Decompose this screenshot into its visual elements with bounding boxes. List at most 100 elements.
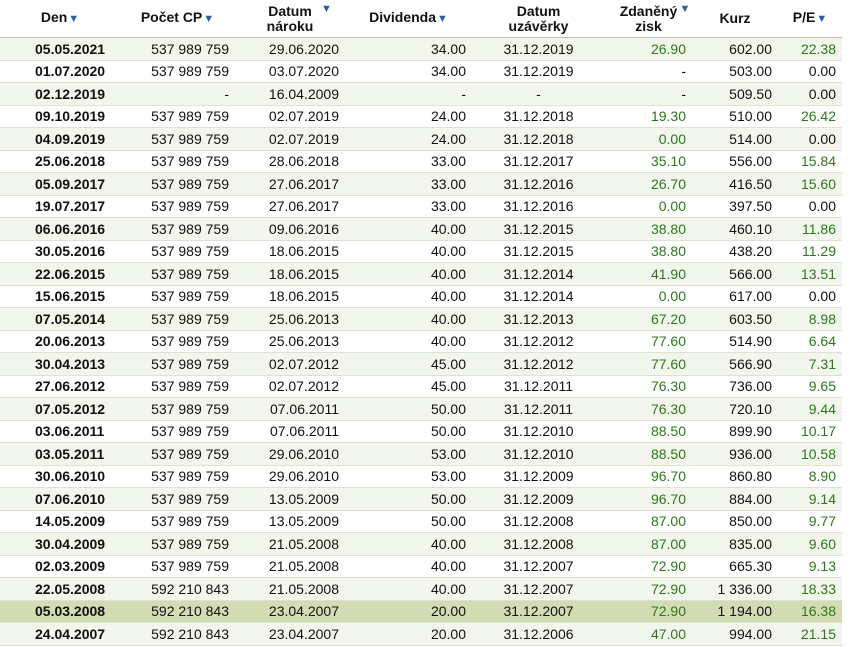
table-cell: 15.60 — [778, 172, 842, 196]
table-cell: 31.12.2010 — [472, 442, 605, 466]
table-cell: 509.50 — [692, 82, 778, 106]
table-cell: 04.09.2019 — [0, 127, 120, 151]
table-cell: 0.00 — [605, 195, 692, 218]
table-cell: 21.15 — [778, 622, 842, 646]
table-cell: 537 989 759 — [120, 465, 235, 488]
table-cell: 9.14 — [778, 487, 842, 511]
table-cell: 07.05.2014 — [0, 307, 120, 331]
sort-arrow[interactable]: ▼ — [437, 13, 448, 25]
table-cell: 510.00 — [692, 105, 778, 128]
table-cell: 14.05.2009 — [0, 510, 120, 533]
table-cell: 31.12.2010 — [472, 420, 605, 443]
table-cell: 50.00 — [345, 397, 472, 421]
table-cell: 40.00 — [345, 330, 472, 353]
table-row: 22.05.2008 592 210 843 21.05.2008 40.00 31.1… — [0, 577, 842, 601]
table-cell: 05.09.2017 — [0, 172, 120, 196]
table-cell: 537 989 759 — [120, 217, 235, 241]
table-cell: 09.06.2016 — [235, 217, 345, 241]
sort-arrow[interactable]: ▼ — [203, 13, 215, 25]
table-cell: 22.05.2008 — [0, 577, 120, 601]
table-cell: 566.90 — [692, 352, 778, 376]
table-row: 19.07.2017 537 989 759 27.06.2017 33.00 31.1… — [0, 195, 842, 218]
table-cell: 602.00 — [692, 37, 778, 61]
table-cell: 537 989 759 — [120, 172, 235, 196]
table-cell: 9.44 — [778, 397, 842, 421]
header-cell[interactable]: Počet CP▼ — [120, 0, 235, 38]
table-cell: - — [605, 82, 692, 106]
table-cell: 31.12.2009 — [472, 487, 605, 511]
table-row: 05.05.2021 537 989 759 29.06.2020 34.00 31.1… — [0, 37, 842, 61]
table-cell: 19.30 — [605, 105, 692, 128]
table-cell: 0.00 — [778, 82, 842, 106]
table-cell: 20.06.2013 — [0, 330, 120, 353]
table-cell: 514.90 — [692, 330, 778, 353]
table-cell: 67.20 — [605, 307, 692, 331]
table-row: 30.04.2013 537 989 759 02.07.2012 45.00 31.1… — [0, 352, 842, 376]
header-cell[interactable]: Den▼ — [0, 0, 120, 38]
table-row: 04.09.2019 537 989 759 02.07.2019 24.00 31.1… — [0, 127, 842, 151]
table-cell: 22.38 — [778, 37, 842, 61]
table-cell: 31.12.2019 — [472, 60, 605, 83]
table-row: 05.09.2017 537 989 759 27.06.2017 33.00 31.1… — [0, 172, 842, 196]
table-cell: - — [345, 82, 472, 106]
table-cell: 05.05.2021 — [0, 37, 120, 61]
table-cell: 31.12.2014 — [472, 285, 605, 308]
table-cell: 50.00 — [345, 487, 472, 511]
table-cell: 72.90 — [605, 600, 692, 623]
table-cell: 25.06.2013 — [235, 330, 345, 353]
table-cell: 416.50 — [692, 172, 778, 196]
header-cell[interactable]: Zdaněný zisk ▼ — [605, 0, 692, 38]
table-cell: 53.00 — [345, 442, 472, 466]
table-cell: 15.06.2015 — [0, 285, 120, 308]
header-cell[interactable]: P/E▼ — [778, 0, 842, 38]
table-cell: 40.00 — [345, 555, 472, 578]
table-cell: 03.05.2011 — [0, 442, 120, 466]
table-cell: 30.05.2016 — [0, 240, 120, 263]
table-cell: 53.00 — [345, 465, 472, 488]
table-cell: 40.00 — [345, 262, 472, 286]
table-cell: 31.12.2011 — [472, 397, 605, 421]
header-cell[interactable]: Dividenda▼ — [345, 0, 472, 38]
table-cell: 0.00 — [778, 195, 842, 218]
table-cell: 30.06.2010 — [0, 465, 120, 488]
table-cell: 31.12.2016 — [472, 195, 605, 218]
table-cell: 537 989 759 — [120, 397, 235, 421]
table-cell: 31.12.2008 — [472, 510, 605, 533]
table-cell: 30.04.2013 — [0, 352, 120, 376]
sort-arrow[interactable]: ▼ — [68, 13, 80, 25]
table-cell: 40.00 — [345, 217, 472, 241]
sort-arrow[interactable]: ▼ — [816, 13, 828, 25]
table-cell: 29.06.2020 — [235, 37, 345, 61]
table-cell: 537 989 759 — [120, 240, 235, 263]
table-cell: 40.00 — [345, 532, 472, 556]
header-label: P/E — [792, 9, 816, 25]
table-cell: 26.90 — [605, 37, 692, 61]
table-cell: 537 989 759 — [120, 105, 235, 128]
header-cell[interactable]: Datum nároku ▼ — [235, 0, 345, 38]
table-cell: 33.00 — [345, 172, 472, 196]
sort-arrow[interactable]: ▼ — [321, 3, 332, 15]
table-row: 02.12.2019-16.04.2009- - -509.50 0.00 — [0, 82, 842, 106]
sort-arrow[interactable]: ▼ — [679, 3, 691, 15]
table-cell: 01.07.2020 — [0, 60, 120, 83]
header-row: Den▼ Počet CP▼ Datum nároku ▼ Dividenda▼ … — [0, 0, 842, 38]
table-cell: 50.00 — [345, 510, 472, 533]
table-cell: 34.00 — [345, 60, 472, 83]
table-cell: 537 989 759 — [120, 532, 235, 556]
table-cell: 31.12.2007 — [472, 555, 605, 578]
table-cell: 1 336.00 — [692, 577, 778, 601]
table-row: 06.06.2016 537 989 759 09.06.2016 40.00 31.1… — [0, 217, 842, 241]
table-cell: 09.10.2019 — [0, 105, 120, 128]
table-cell: 88.50 — [605, 420, 692, 443]
table-cell: 77.60 — [605, 330, 692, 353]
table-cell: 13.05.2009 — [235, 487, 345, 511]
table-cell: 11.29 — [778, 240, 842, 263]
table-cell: 15.84 — [778, 150, 842, 173]
table-cell: 592 210 843 — [120, 600, 235, 623]
table-cell: 33.00 — [345, 195, 472, 218]
table-cell: - — [120, 82, 235, 106]
table-cell: 31.12.2011 — [472, 375, 605, 398]
table-cell: 8.98 — [778, 307, 842, 331]
